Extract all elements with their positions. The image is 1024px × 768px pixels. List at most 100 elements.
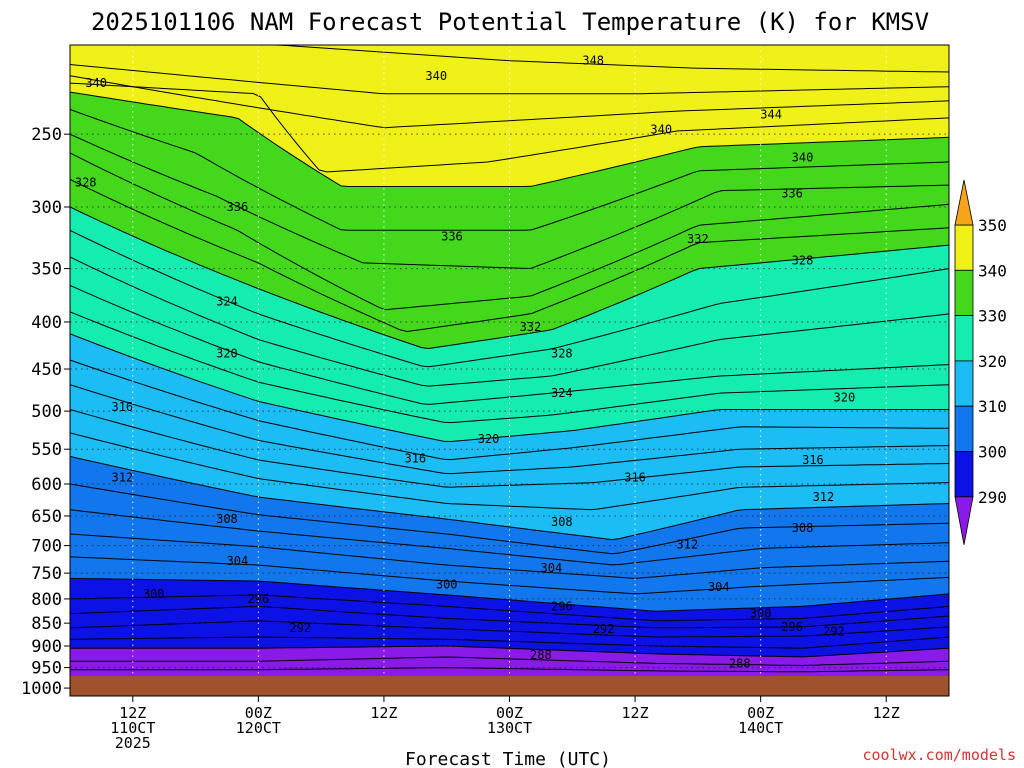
contour-label-13: 332 <box>520 320 542 334</box>
contour-label-6: 328 <box>75 175 97 189</box>
y-tick-label-450: 450 <box>31 360 62 380</box>
x-tick-label-6-0: 12Z <box>119 704 146 722</box>
x-tick-label-66-1: 140CT <box>738 719 783 737</box>
x-tick-label-42-1: 130CT <box>487 719 532 737</box>
colorbar-segment-300 <box>954 405 974 452</box>
contour-label-24: 312 <box>813 490 835 504</box>
contour-label-15: 320 <box>216 347 238 361</box>
contour-label-8: 336 <box>781 186 803 200</box>
contour-292 <box>70 636 949 649</box>
colorbar-segment-330 <box>954 269 974 316</box>
contour-label-18: 316 <box>111 400 133 414</box>
contour-330 <box>70 206 949 350</box>
contour-label-17: 320 <box>834 390 856 404</box>
contour-label-42: 288 <box>729 656 751 670</box>
y-tick-label-700: 700 <box>31 537 62 557</box>
contour-label-23: 312 <box>111 470 133 484</box>
colorbar-label-330: 330 <box>978 307 1007 326</box>
contour-338 <box>70 108 949 231</box>
y-axis-ticks: 250 300 350 400 450 500 550 600 650 700 750 800 850 9… <box>21 125 70 699</box>
colorbar-segment-340 <box>954 224 974 271</box>
colorbar-label-350: 350 <box>978 216 1007 235</box>
contour-labels: 348 340 340 344 340 340 328 336 336 336 332 328 324 3… <box>75 54 855 671</box>
contour-label-41: 288 <box>530 648 552 662</box>
contour-label-12: 324 <box>216 294 238 308</box>
contour-328 <box>70 229 949 368</box>
y-tick-label-1000: 1000 <box>21 679 62 699</box>
contour-label-22: 316 <box>624 470 646 484</box>
y-tick-label-850: 850 <box>31 614 62 634</box>
contour-306 <box>70 509 949 566</box>
ground-below-surface <box>70 675 949 696</box>
contour-label-33: 300 <box>436 578 458 592</box>
contour-label-29: 304 <box>227 554 249 568</box>
contour-300 <box>70 577 949 612</box>
contour-340 <box>70 91 949 187</box>
contour-label-14: 328 <box>551 347 573 361</box>
colorbar-segment-320 <box>954 315 974 362</box>
contour-label-31: 304 <box>708 580 730 594</box>
contour-310 <box>70 455 949 541</box>
colorbar-label-300: 300 <box>978 443 1007 462</box>
contour-316 <box>70 384 949 475</box>
contour-label-16: 324 <box>551 386 573 400</box>
y-tick-label-350: 350 <box>31 260 62 280</box>
x-tick-label-6-2: 2025 <box>115 734 151 752</box>
contour-286 <box>70 667 949 673</box>
contour-label-11: 328 <box>792 254 814 268</box>
x-tick-label-54-0: 12Z <box>622 704 649 722</box>
contour-label-28: 312 <box>677 537 699 551</box>
contour-290 <box>70 645 949 658</box>
contour-312 <box>70 432 949 511</box>
y-tick-label-750: 750 <box>31 564 62 584</box>
y-tick-label-950: 950 <box>31 659 62 679</box>
contour-288 <box>70 656 949 667</box>
contour-label-35: 296 <box>551 599 573 613</box>
contour-label-3: 344 <box>760 108 782 122</box>
colorbar-segment-310 <box>954 360 974 407</box>
contour-344 <box>70 75 949 129</box>
colorbar: 350 340 330 320 310 300 290 <box>954 179 1007 545</box>
y-tick-label-800: 800 <box>31 590 62 610</box>
contour-label-37: 296 <box>781 620 803 634</box>
colorbar-label-340: 340 <box>978 261 1007 280</box>
contour-label-40: 292 <box>823 625 845 639</box>
y-tick-label-250: 250 <box>31 125 62 145</box>
x-tick-label-6-1: 110CT <box>110 719 155 737</box>
contour-label-0: 348 <box>582 54 604 68</box>
colorbar-segment-290 <box>954 451 974 498</box>
contour-label-7: 336 <box>227 200 249 214</box>
colorbar-label-310: 310 <box>978 397 1007 416</box>
x-tick-label-66-0: 00Z <box>747 704 774 722</box>
contour-342 <box>70 82 949 173</box>
contour-322 <box>70 311 949 424</box>
colorbar-bottom-arrow <box>954 496 974 545</box>
contour-298 <box>70 594 949 622</box>
contour-318 <box>70 359 949 461</box>
contour-label-32: 300 <box>143 587 165 601</box>
contour-label-21: 316 <box>802 453 824 467</box>
credit-text: coolwx.com/models <box>862 746 1016 764</box>
y-tick-label-900: 900 <box>31 637 62 657</box>
colorbar-top-arrow <box>954 179 974 226</box>
contour-label-26: 308 <box>551 515 573 529</box>
colorbar-label-290: 290 <box>978 488 1007 507</box>
contour-label-9: 336 <box>441 230 463 244</box>
contour-label-36: 300 <box>750 607 772 621</box>
contour-346 <box>70 64 949 95</box>
colorbar-label-320: 320 <box>978 352 1007 371</box>
contour-326 <box>70 256 949 387</box>
contour-294 <box>70 620 949 638</box>
contour-label-19: 320 <box>478 432 500 446</box>
contour-label-39: 292 <box>593 622 615 636</box>
x-tick-label-30-0: 12Z <box>370 704 397 722</box>
contour-label-30: 304 <box>541 561 563 575</box>
y-tick-label-400: 400 <box>31 313 62 333</box>
contour-label-1: 340 <box>85 76 107 90</box>
contour-332 <box>70 178 949 333</box>
contour-label-5: 340 <box>792 150 814 164</box>
contour-296 <box>70 605 949 629</box>
contour-336 <box>70 133 949 269</box>
